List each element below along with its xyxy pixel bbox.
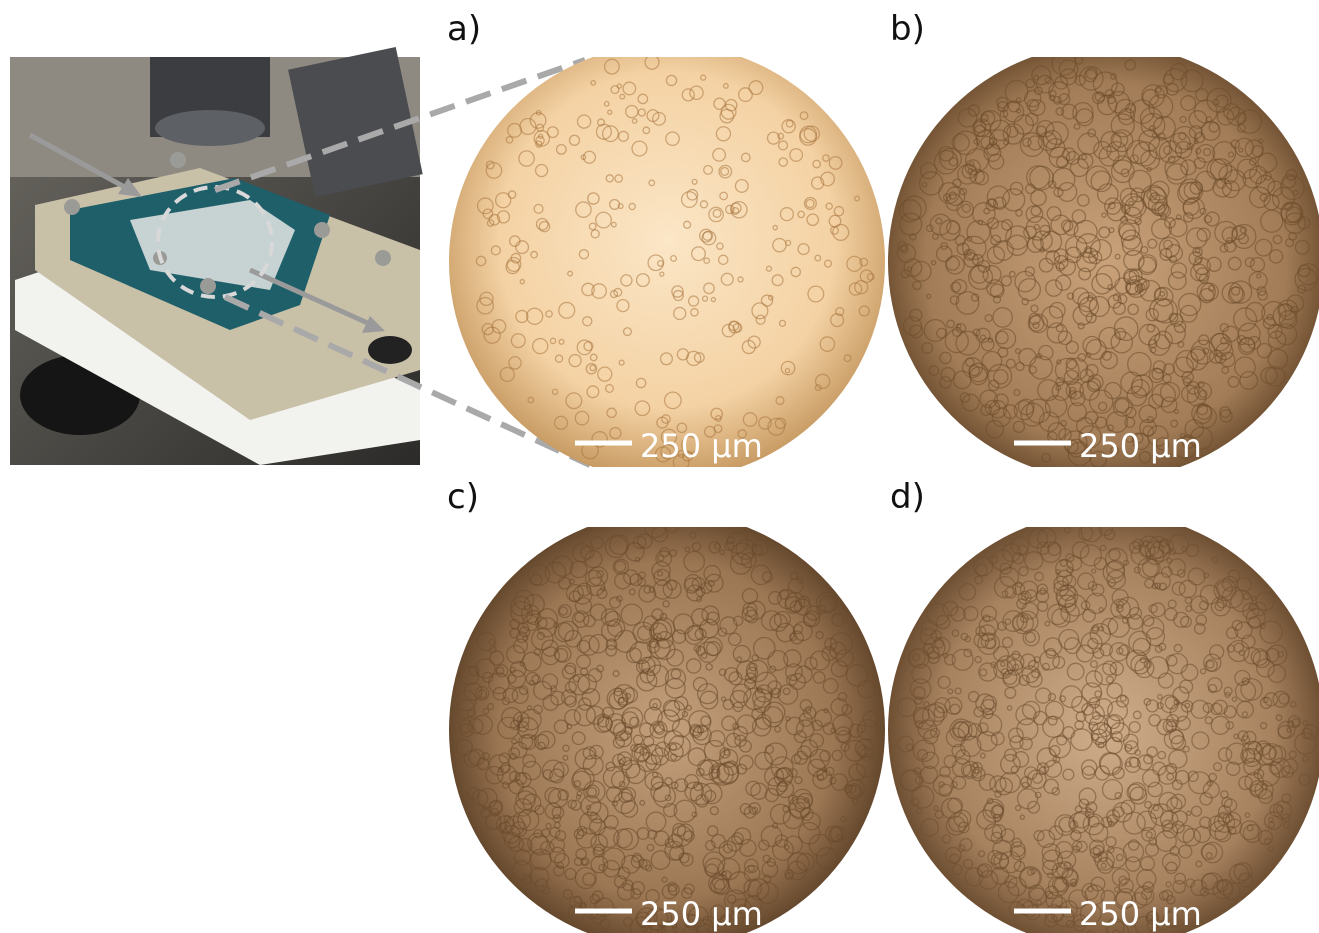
micrograph [449, 44, 885, 480]
scale-bar-label: 250 µm [640, 427, 763, 465]
panel-label: c) [447, 477, 479, 517]
scale-bar-label: 250 µm [1079, 895, 1202, 933]
micrograph [888, 44, 1319, 480]
figure: a) 250 µm b) 250 µm c) 250 µm d) 250 µm [0, 0, 1319, 933]
micrographs: a) 250 µm b) 250 µm c) 250 µm d) 250 µm [447, 9, 1319, 933]
scale-bar-label: 250 µm [1079, 427, 1202, 465]
micrograph [449, 512, 885, 933]
panel-label: b) [890, 9, 925, 49]
micrograph [888, 512, 1319, 933]
setup-photo [10, 47, 423, 465]
page: a)250 µmb)250 µmc)250 µmd)250 µm (() => … [0, 0, 1319, 933]
scale-bar-label: 250 µm [640, 895, 763, 933]
panel-label: a) [447, 9, 481, 49]
panel-label: d) [890, 477, 925, 517]
